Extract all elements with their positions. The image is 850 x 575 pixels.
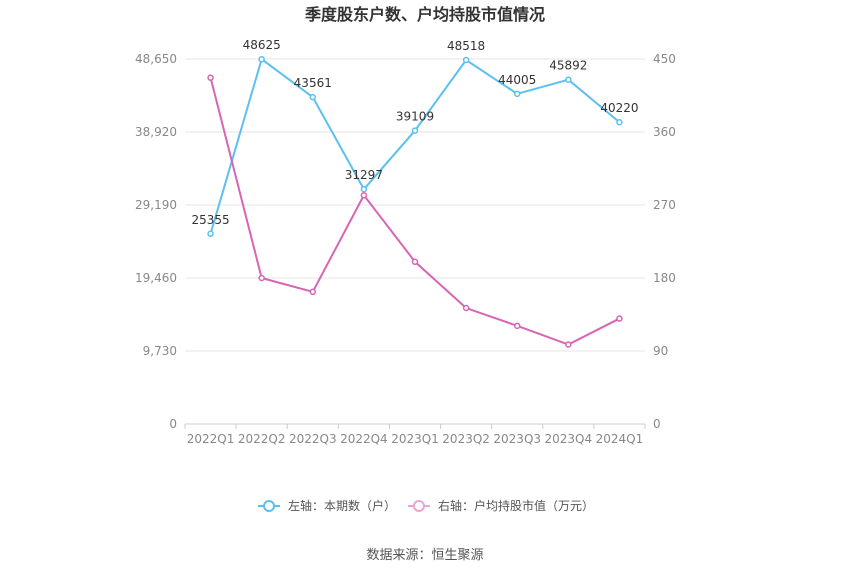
left-axis-tick-label: 0: [169, 417, 177, 431]
data-point[interactable]: [309, 288, 317, 296]
data-label: 25355: [191, 213, 229, 227]
data-label: 39109: [396, 110, 434, 124]
data-point[interactable]: [513, 90, 521, 98]
data-point[interactable]: [258, 55, 265, 63]
left-axis-tick-label: 38,920: [135, 125, 177, 139]
x-axis-tick-label: 2022Q3: [289, 432, 337, 446]
data-label: 48518: [447, 39, 485, 53]
series-1: 25355 48625 43561 31297 39109 48518 44005 45892…: [191, 38, 639, 238]
data-label: 31297: [345, 168, 383, 182]
series-line: [209, 57, 621, 235]
chart-title: 季度股东户数、户均持股市值情况: [304, 5, 545, 24]
data-point[interactable]: [411, 127, 419, 134]
series-layer: 25355 48625 43561 31297 39109 48518 44005 45892…: [191, 38, 639, 348]
x-axis-tick-label: 2022Q4: [340, 432, 388, 446]
series-2: [207, 74, 623, 348]
data-point[interactable]: [616, 118, 623, 126]
data-point[interactable]: [258, 274, 265, 282]
data-point[interactable]: [360, 192, 368, 199]
legend-label: 左轴：本期数（户）: [288, 498, 396, 513]
right-axis-tick-label: 270: [653, 198, 676, 212]
data-point[interactable]: [207, 230, 214, 238]
data-point[interactable]: [565, 76, 572, 83]
right-axis-tick-label: 90: [653, 344, 668, 358]
legend: 左轴：本期数（户） 右轴：户均持股市值（万元）: [258, 498, 594, 513]
right-axis-tick-label: 450: [653, 52, 676, 66]
x-axis-tick-label: 2023Q3: [493, 432, 541, 446]
legend-marker-icon: [413, 500, 425, 512]
left-axis-tick-label: 29,190: [135, 198, 177, 212]
data-label: 44005: [498, 73, 536, 87]
x-axis-tick-label: 2022Q1: [187, 432, 235, 446]
x-axis-tick-label: 2023Q4: [545, 432, 593, 446]
right-axis-ticks: 0 90 180 270 360 450: [653, 52, 676, 431]
legend-marker-icon: [263, 500, 275, 512]
data-point[interactable]: [309, 93, 317, 101]
data-point[interactable]: [462, 304, 470, 312]
left-axis-tick-label: 9,730: [143, 344, 177, 358]
legend-label: 右轴：户均持股市值（万元）: [438, 498, 594, 513]
left-axis-tick-label: 48,650: [135, 52, 177, 66]
left-axis-tick-label: 19,460: [135, 271, 177, 285]
x-axis-tick-label: 2022Q2: [238, 432, 286, 446]
x-axis-tick-label: 2023Q2: [442, 432, 490, 446]
data-label: 43561: [294, 76, 332, 90]
x-axis-tick-label: 2023Q1: [391, 432, 439, 446]
data-label: 45892: [549, 59, 587, 73]
legend-item-2[interactable]: 右轴：户均持股市值（万元）: [408, 498, 594, 513]
data-point[interactable]: [513, 322, 521, 330]
data-point[interactable]: [462, 56, 470, 64]
source-note: 数据来源：恒生聚源: [366, 548, 483, 563]
data-point[interactable]: [411, 258, 419, 266]
data-point[interactable]: [207, 74, 214, 81]
data-point[interactable]: [616, 315, 623, 322]
data-point[interactable]: [565, 341, 572, 348]
data-point[interactable]: [360, 185, 368, 193]
x-axis-tick-label: 2024Q1: [596, 432, 644, 446]
left-axis-ticks: 0 9,730 19,460 29,190 38,920 48,650: [135, 52, 177, 431]
legend-item-1[interactable]: 左轴：本期数（户）: [258, 498, 396, 513]
right-axis-tick-label: 360: [653, 125, 676, 139]
right-axis-tick-label: 180: [653, 271, 676, 285]
data-label: 48625: [243, 38, 281, 52]
right-axis-tick-label: 0: [653, 417, 661, 431]
x-axis-ticks: 2022Q1 2022Q2 2022Q3 2022Q4 2023Q1 2023Q2 2023…: [184, 424, 646, 446]
data-label: 40220: [600, 101, 638, 115]
